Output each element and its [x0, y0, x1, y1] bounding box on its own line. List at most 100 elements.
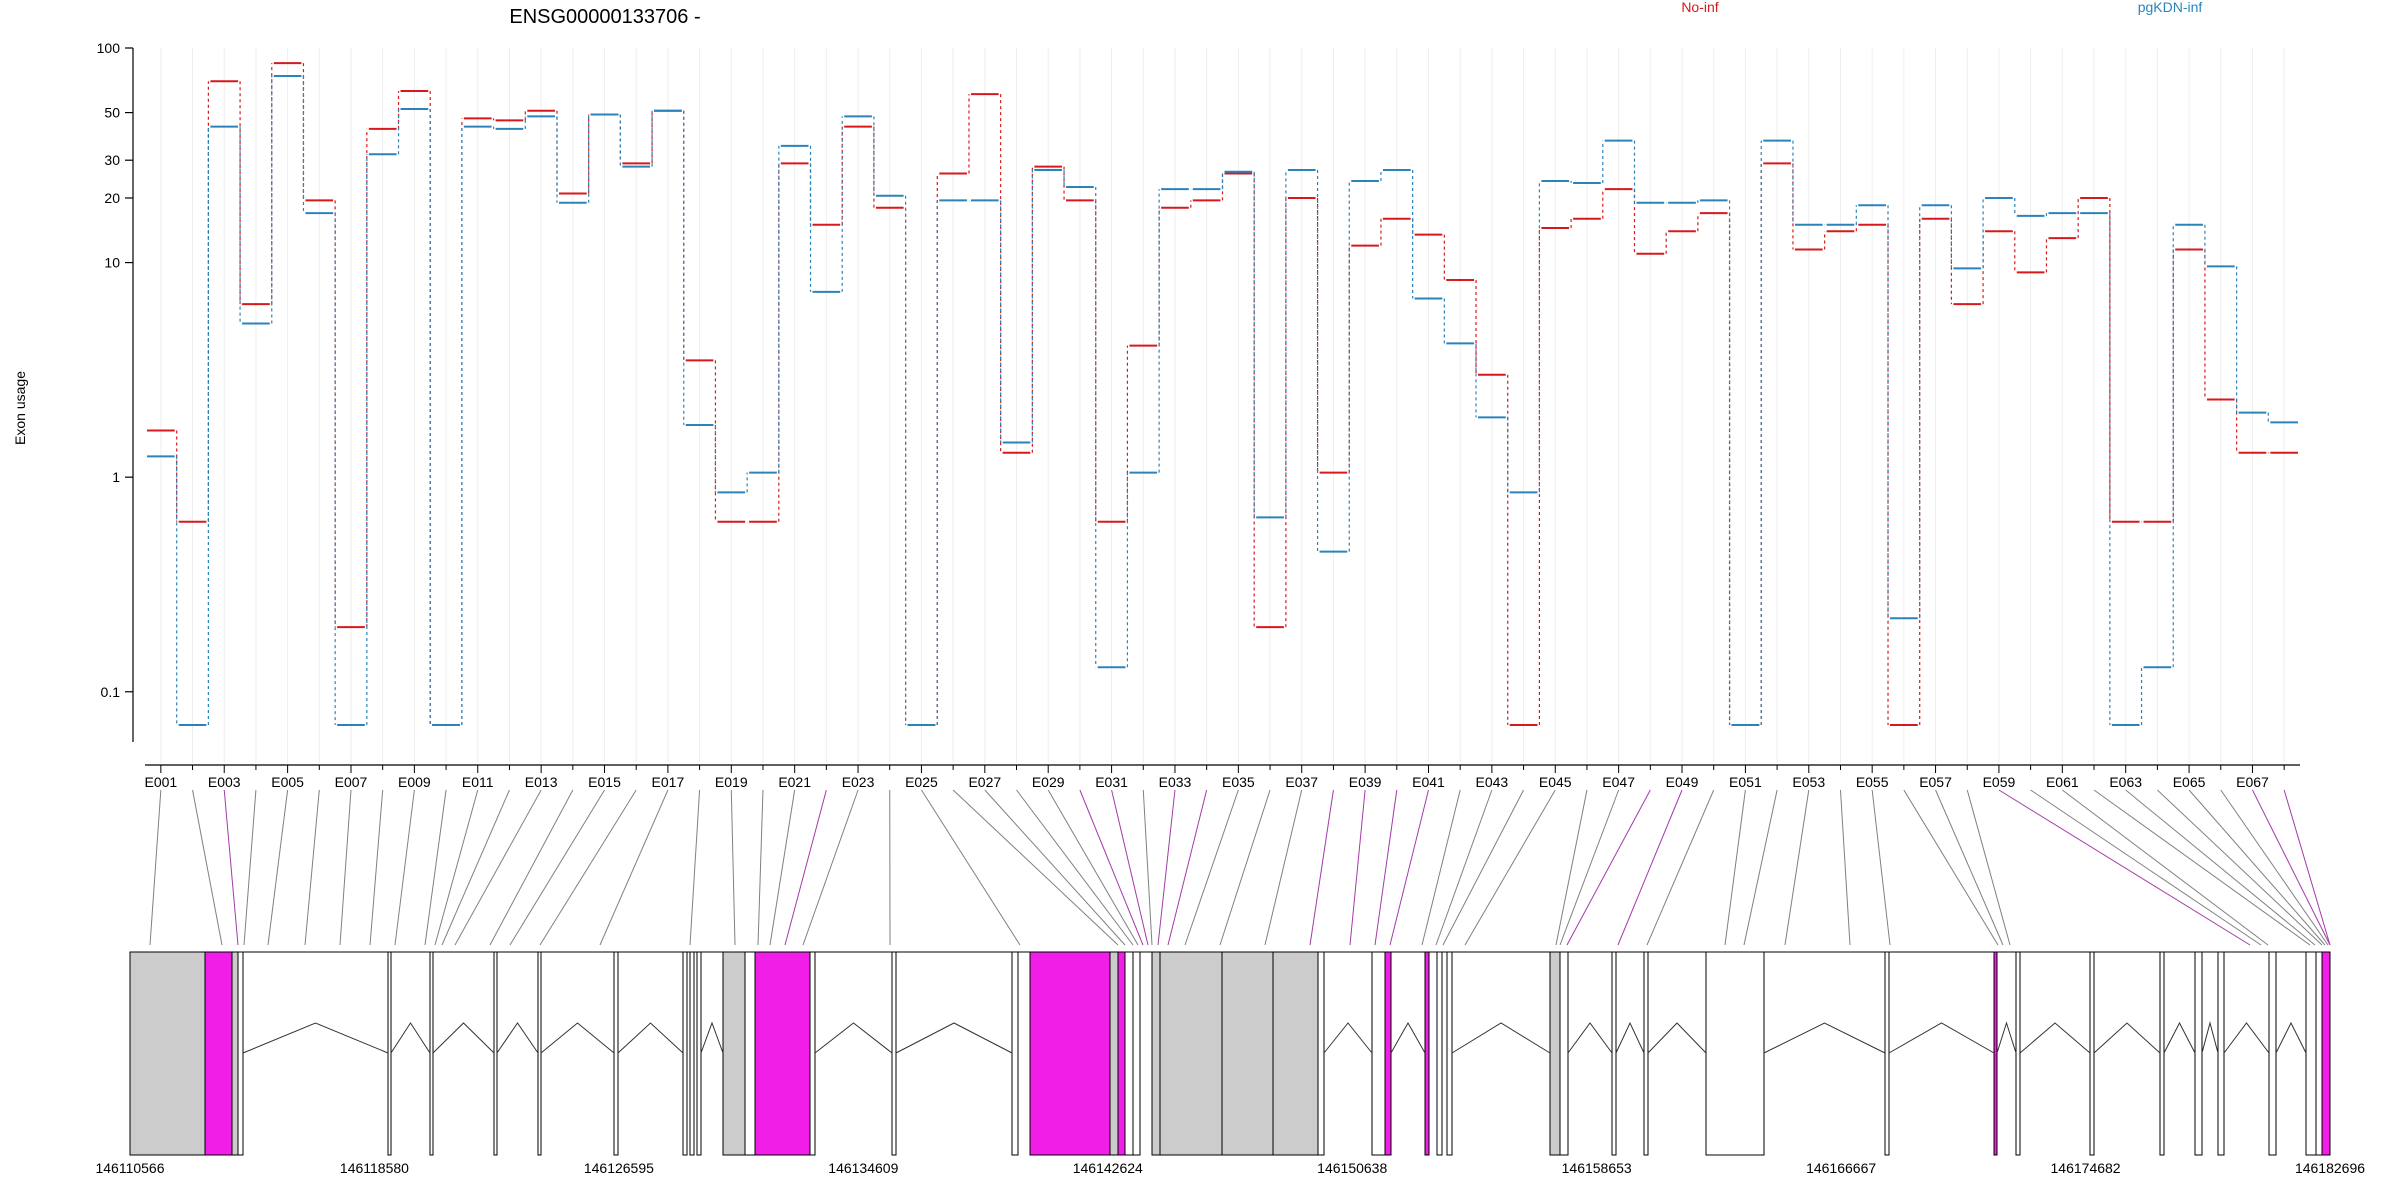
exon-connector	[1871, 789, 1891, 946]
exon-connector	[1157, 789, 1176, 946]
exon-connector	[1617, 789, 1683, 946]
exon-connector	[441, 789, 510, 946]
exon-box	[1317, 951, 1325, 1156]
series-pgKDN-inf	[147, 75, 2298, 726]
exon-connector	[1421, 789, 1461, 946]
exon-connector	[2157, 789, 2323, 946]
exon-connector	[1184, 789, 1239, 946]
x-tick-label: E029	[1032, 774, 1065, 790]
exon-box	[1132, 951, 1141, 1156]
exon-box	[744, 951, 756, 1156]
x-tick-label: E037	[1285, 774, 1318, 790]
exon-connector	[1016, 789, 1134, 946]
exon-box	[129, 951, 206, 1156]
exon-box	[1446, 951, 1453, 1156]
intron-line	[2019, 1022, 2091, 1054]
exon-box	[1643, 951, 1649, 1156]
exon-connector	[223, 789, 239, 946]
axes: 100 50 30 20 10 1 0.1 E001 E003 E005 E007 E009 E011 E…	[97, 40, 2300, 790]
exon-connector	[2062, 789, 2269, 946]
x-tick-label: E059	[1983, 774, 2016, 790]
intron-line	[242, 1022, 389, 1054]
exon-connector	[434, 789, 479, 946]
series-lines	[147, 62, 2298, 726]
intron-line	[2093, 1022, 2161, 1054]
exon-box	[1436, 951, 1443, 1156]
exon-connector	[369, 789, 384, 946]
exon-box	[2315, 951, 2323, 1156]
exon-box	[237, 951, 244, 1156]
intron-line	[700, 1021, 724, 1054]
exon-box	[1011, 951, 1019, 1156]
x-tick-label: E047	[1602, 774, 1635, 790]
exon-box	[1159, 951, 1223, 1156]
exon-box	[1124, 951, 1134, 1156]
x-tick-label: E049	[1666, 774, 1699, 790]
exon-connector	[921, 789, 1021, 946]
exon-box	[682, 951, 688, 1156]
x-tick-label: E063	[2109, 774, 2142, 790]
exon-connector	[2252, 789, 2331, 946]
exon-connector	[489, 789, 574, 946]
intron-line	[432, 1022, 495, 1054]
exon-connector	[2093, 789, 2311, 946]
intron-line	[540, 1022, 615, 1054]
exon-connector	[1566, 789, 1651, 946]
exon-box	[1371, 951, 1386, 1156]
exon-box	[1611, 951, 1617, 1156]
coordinate-label: 146150638	[1317, 1160, 1387, 1176]
exon-connector	[2030, 789, 2262, 946]
x-tick-label: E001	[144, 774, 177, 790]
x-tick-label: E053	[1792, 774, 1825, 790]
exon-connector	[1389, 789, 1429, 946]
exon-connector	[1464, 789, 1556, 946]
exon-connector	[1442, 789, 1525, 946]
exon-box	[1029, 951, 1111, 1156]
x-tick-label: E065	[2173, 774, 2206, 790]
intron-line	[2163, 1021, 2196, 1054]
x-tick-label: E007	[335, 774, 368, 790]
exon-connector	[1839, 789, 1851, 946]
intron-line	[390, 1022, 431, 1054]
exon-connector	[784, 789, 827, 946]
exon-connector	[192, 789, 223, 946]
y-tick-label: 100	[97, 40, 121, 56]
x-tick-label: E021	[778, 774, 811, 790]
exon-connector	[394, 789, 415, 946]
intron-line	[1451, 1022, 1551, 1054]
exon-box	[2305, 951, 2317, 1156]
intron-line	[1567, 1022, 1613, 1054]
exon-box	[891, 951, 897, 1156]
y-tick-label: 20	[104, 190, 120, 206]
exon-box	[754, 951, 811, 1156]
exon-connector	[267, 789, 289, 946]
exon-connector	[769, 789, 796, 946]
exon-box	[2194, 951, 2203, 1156]
coordinate-label: 146118580	[340, 1160, 409, 1176]
chart-title: ENSG00000133706 -	[509, 6, 700, 28]
exon-box	[1705, 951, 1765, 1156]
exon-connector	[1079, 789, 1144, 946]
exon-box	[2217, 951, 2225, 1156]
exon-connector	[757, 789, 764, 946]
x-tick-label: E019	[715, 774, 748, 790]
exon-connector	[339, 789, 352, 946]
exon-box	[1384, 951, 1392, 1156]
exon-connector	[802, 789, 859, 946]
exon-box	[1559, 951, 1569, 1156]
coordinate-label: 146126595	[584, 1160, 654, 1176]
y-tick-label: 50	[104, 105, 120, 121]
exon-connector	[2220, 789, 2329, 946]
exon-connector	[2283, 789, 2331, 946]
intron-line	[1996, 1021, 2017, 1054]
exon-box	[1117, 951, 1126, 1156]
exon-connector	[1998, 789, 2251, 946]
exon-connector	[1264, 789, 1303, 946]
exon-box	[1109, 951, 1119, 1156]
exon-connector	[509, 789, 605, 946]
exon-connector	[1167, 789, 1208, 946]
exon-connector	[1559, 789, 1620, 946]
exon-box	[1221, 951, 1274, 1156]
coordinate-label: 146110566	[95, 1160, 164, 1176]
exon-connector	[1142, 789, 1153, 946]
